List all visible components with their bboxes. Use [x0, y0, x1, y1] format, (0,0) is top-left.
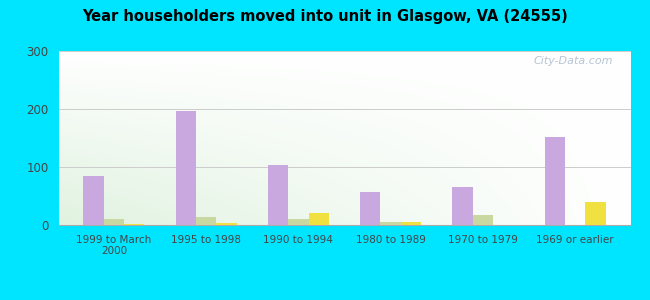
Bar	[216, 223, 237, 225]
Bar	[288, 219, 309, 225]
Text: Year householders moved into unit in Glasgow, VA (24555): Year householders moved into unit in Gla…	[82, 9, 568, 24]
Bar	[176, 111, 196, 225]
Bar	[196, 217, 216, 225]
Bar	[268, 165, 288, 225]
Bar	[545, 137, 565, 225]
Bar	[124, 224, 144, 225]
Bar	[309, 213, 329, 225]
Bar	[452, 187, 473, 225]
Bar	[83, 176, 104, 225]
Bar	[104, 219, 124, 225]
Bar	[360, 192, 380, 225]
Bar	[401, 222, 421, 225]
Bar	[473, 214, 493, 225]
Bar	[380, 221, 401, 225]
Text: City-Data.com: City-Data.com	[534, 56, 614, 66]
Bar	[585, 202, 606, 225]
